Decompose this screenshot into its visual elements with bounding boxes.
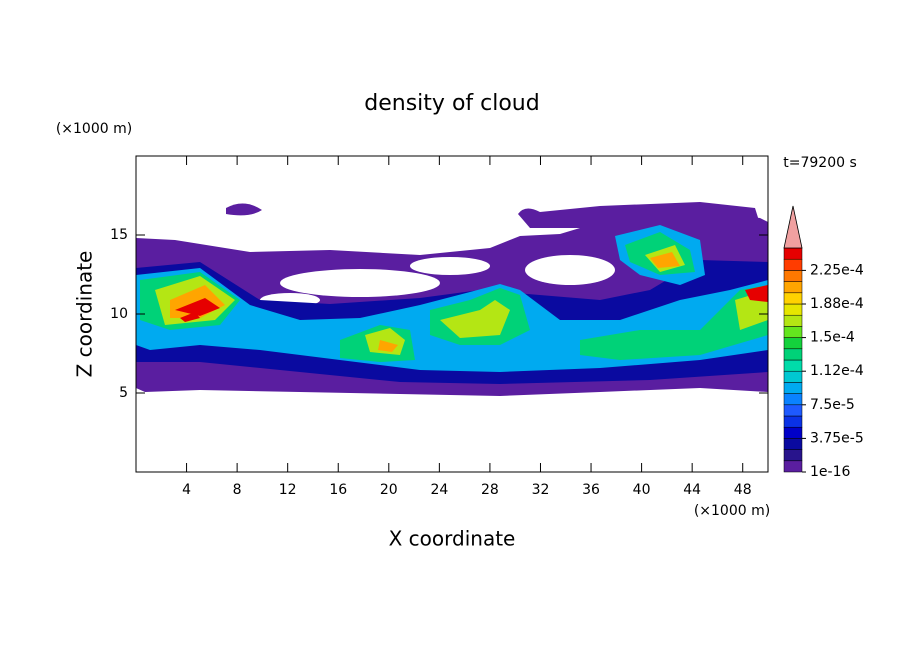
colorbar-band bbox=[783, 382, 803, 394]
y-tick-label: 10 bbox=[110, 306, 128, 322]
colorbar-band bbox=[783, 292, 803, 305]
x-tick-label: 16 bbox=[329, 482, 347, 498]
y-axis-label: Z coordinate bbox=[73, 251, 97, 378]
colorbar-band bbox=[783, 404, 803, 417]
y-tick-label: 5 bbox=[119, 385, 128, 401]
colorbar-band bbox=[783, 247, 803, 260]
x-tick-label: 8 bbox=[233, 482, 242, 498]
colorbar-band bbox=[783, 426, 803, 439]
contour-region bbox=[518, 202, 760, 228]
x-tick-label: 12 bbox=[279, 482, 297, 498]
colorbar-band bbox=[783, 438, 803, 450]
x-tick-label: 36 bbox=[582, 482, 600, 498]
contour-region bbox=[180, 312, 200, 322]
y-tick-label: 15 bbox=[110, 227, 128, 243]
colorbar-band bbox=[783, 270, 803, 282]
colorbar-band bbox=[783, 303, 803, 316]
gap bbox=[525, 255, 615, 285]
x-tick-label: 20 bbox=[380, 482, 398, 498]
x-unit: (×1000 m) bbox=[694, 503, 770, 519]
chart-title: density of cloud bbox=[364, 91, 539, 116]
x-tick-label: 32 bbox=[532, 482, 550, 498]
colorbar-band bbox=[783, 337, 803, 350]
contour-region bbox=[226, 203, 262, 216]
x-tick-label: 4 bbox=[182, 482, 191, 498]
colorbar-extend bbox=[783, 205, 803, 249]
colorbar-band bbox=[783, 258, 803, 271]
contour-region bbox=[650, 252, 680, 268]
x-tick-label: 40 bbox=[633, 482, 651, 498]
colorbar-tick-label: 7.5e-5 bbox=[810, 397, 855, 413]
colorbar-band bbox=[783, 460, 803, 473]
contour-region bbox=[745, 285, 768, 302]
colorbar-tick-label: 1e-16 bbox=[810, 464, 850, 480]
x-tick-label: 28 bbox=[481, 482, 499, 498]
colorbar-band bbox=[783, 326, 803, 338]
colorbar-tick-label: 3.75e-5 bbox=[810, 430, 864, 446]
colorbar-band bbox=[783, 393, 803, 406]
colorbar-band bbox=[783, 370, 803, 383]
colorbar-tick-label: 1.5e-4 bbox=[810, 330, 855, 346]
y-unit: (×1000 m) bbox=[56, 121, 132, 137]
gap bbox=[410, 257, 490, 275]
contour-region bbox=[378, 340, 398, 352]
contour-field bbox=[136, 202, 768, 396]
x-tick-label: 48 bbox=[734, 482, 752, 498]
colorbar-band bbox=[783, 449, 803, 462]
x-axis-label: X coordinate bbox=[389, 527, 516, 551]
colorbar-tick-label: 1.12e-4 bbox=[810, 363, 864, 379]
colorbar-tick-label: 2.25e-4 bbox=[810, 262, 864, 278]
colorbar-band bbox=[783, 348, 803, 361]
colorbar-band bbox=[783, 281, 803, 294]
contour-region bbox=[440, 300, 510, 338]
colorbar-tick-label: 1.88e-4 bbox=[810, 296, 864, 312]
contour-region bbox=[175, 298, 220, 316]
x-tick-label: 24 bbox=[430, 482, 448, 498]
colorbar-band bbox=[783, 314, 803, 327]
gap bbox=[280, 269, 440, 297]
colorbar-band bbox=[783, 415, 803, 428]
x-tick-label: 44 bbox=[683, 482, 701, 498]
time-label: t=79200 s bbox=[783, 155, 857, 171]
contour-region bbox=[580, 285, 768, 360]
colorbar-band bbox=[783, 359, 803, 372]
